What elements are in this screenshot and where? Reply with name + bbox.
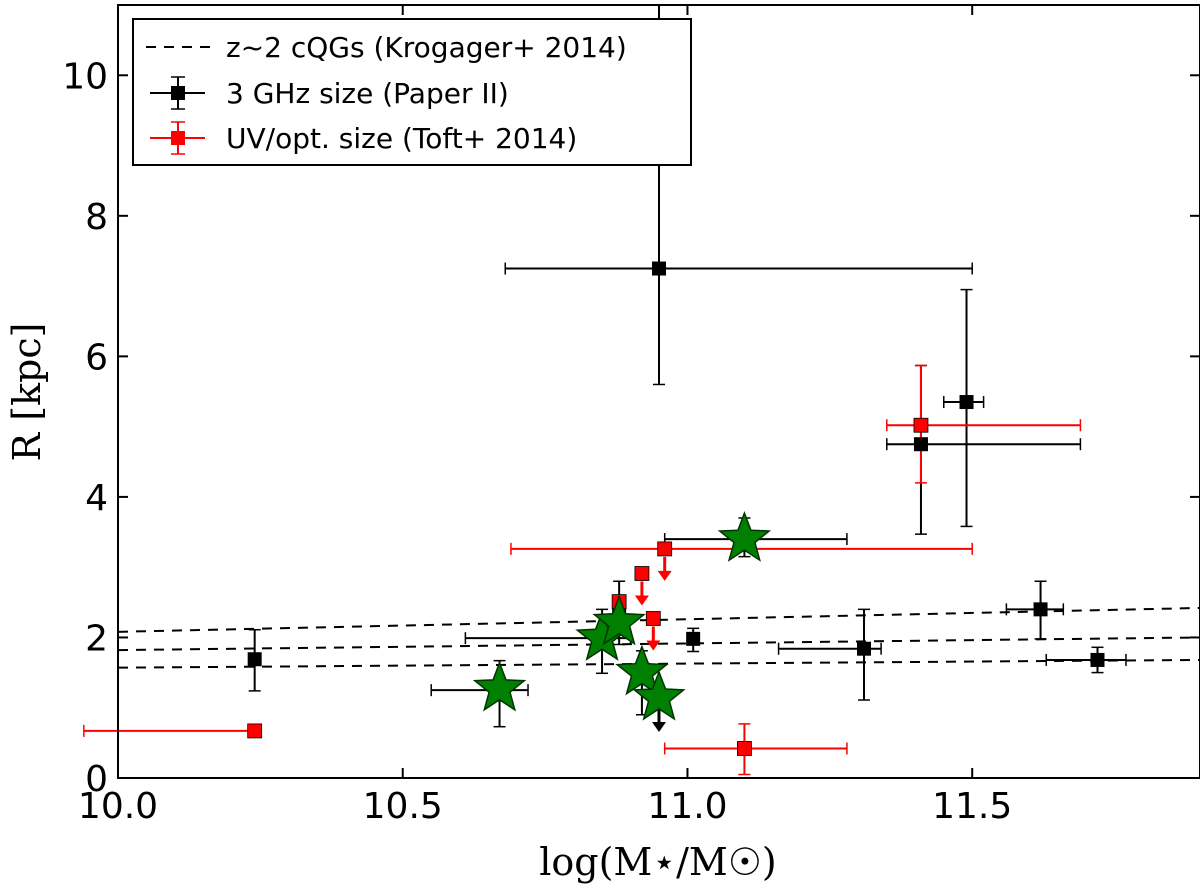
y-tick-label: 2 [85, 618, 108, 659]
star-marker [592, 594, 646, 646]
star-marker [472, 660, 527, 712]
square-marker [737, 741, 752, 756]
axes-layer [117, 4, 1200, 779]
square-marker [657, 541, 673, 557]
square-marker [247, 652, 262, 667]
x-tick-label: 11.5 [932, 786, 1012, 827]
y-tick-label: 10 [62, 56, 108, 97]
square-marker [959, 395, 974, 410]
y-tick-label: 6 [85, 337, 108, 378]
y-tick-label: 0 [85, 759, 108, 800]
legend: z~2 cQGs (Krogager+ 2014) 3 GHz size (Pap… [132, 18, 692, 166]
star-marker [717, 510, 772, 562]
x-axis-label: log(M⋆/M☉) [539, 840, 776, 884]
square-marker [913, 437, 928, 452]
x-tick-label: 10.5 [363, 786, 443, 827]
square-marker [686, 631, 701, 646]
square-marker [652, 261, 666, 276]
legend-box [132, 18, 692, 166]
square-marker [913, 417, 929, 433]
upper-limit-arrowhead [652, 721, 666, 732]
y-tick-label: 8 [85, 197, 108, 238]
square-marker [857, 641, 872, 656]
legend-label: z~2 cQGs (Krogager+ 2014) [226, 31, 627, 64]
square-marker [1090, 652, 1105, 667]
ticks-layer: 10.0 10.5 11.0 11.5 0 2 4 6 8 10 [62, 5, 1200, 827]
star-marker [615, 644, 669, 696]
plot-frame [117, 4, 1200, 779]
square-marker [645, 611, 661, 626]
square-marker [1033, 602, 1048, 617]
legend-label: UV/opt. size (Toft+ 2014) [226, 122, 577, 155]
relation-line [117, 636, 1200, 652]
upper-limit-arrowhead [657, 570, 672, 581]
legend-marker-swatch [171, 131, 185, 145]
y-axis-label: R [kpc] [5, 323, 49, 462]
x-tick-label: 11.0 [647, 786, 727, 827]
upper-limit-arrowhead [634, 595, 649, 606]
star-marker [632, 669, 686, 721]
square-marker [634, 566, 650, 581]
markers-layer [247, 261, 1105, 756]
legend-marker-swatch [171, 86, 185, 100]
square-marker [247, 723, 263, 739]
legend-label: 3 GHz size (Paper II) [226, 77, 509, 110]
y-tick-label: 4 [85, 478, 108, 519]
upper-limit-arrowhead [646, 640, 661, 651]
x-tick-label: 10.0 [78, 786, 158, 827]
